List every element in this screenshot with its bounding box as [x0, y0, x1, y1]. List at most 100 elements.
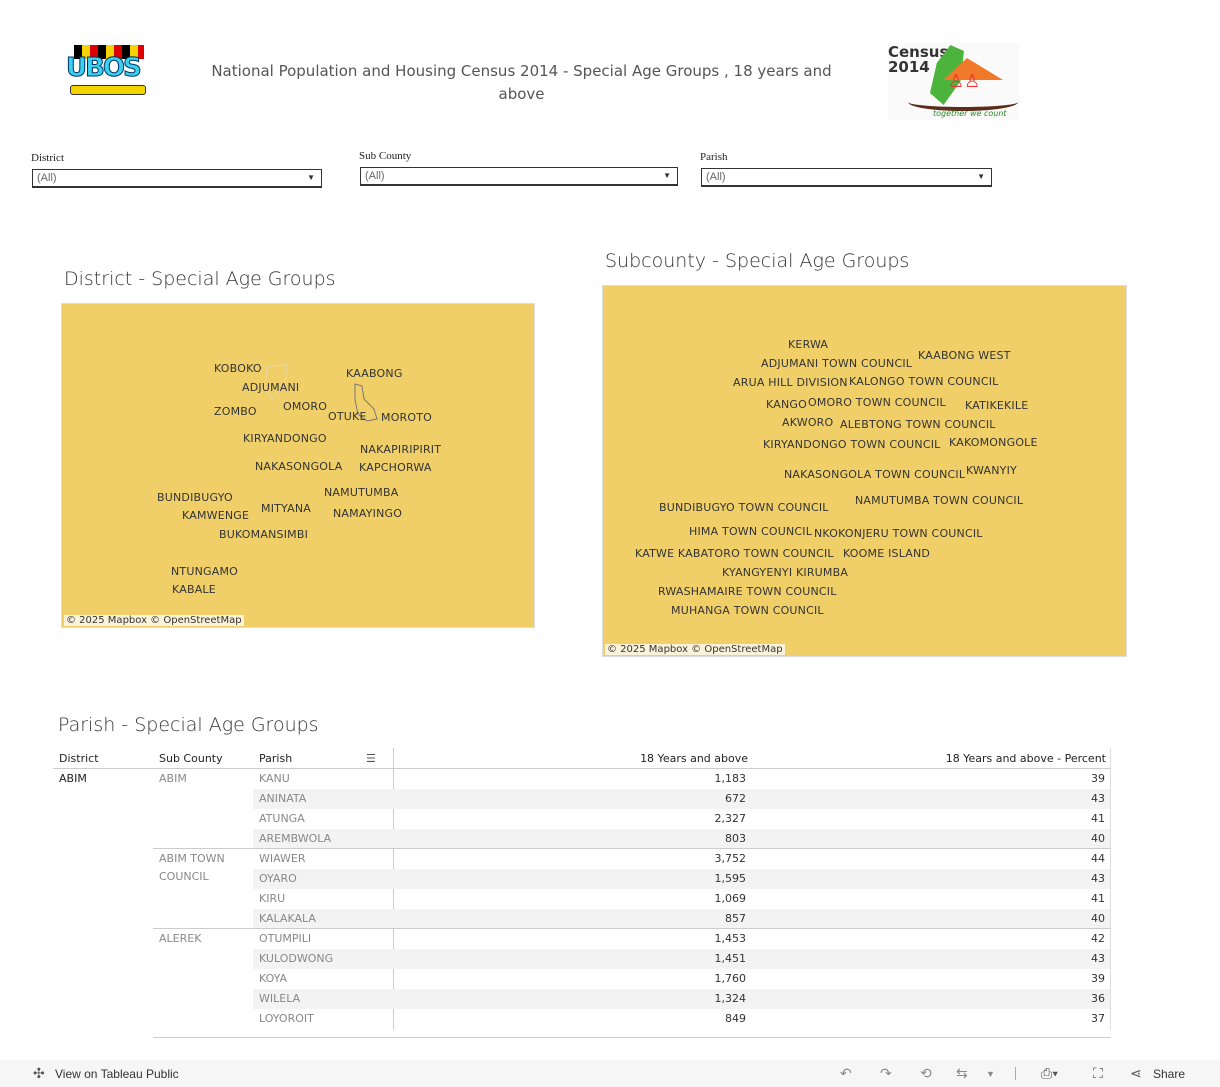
table-row[interactable]: WILELA 1,324 36 — [253, 989, 1110, 1009]
table-row[interactable]: KULODWONG 1,451 43 — [253, 949, 1110, 969]
share-icon[interactable]: ⋖ — [1130, 1065, 1142, 1081]
map-label[interactable]: KATIKEKILE — [965, 399, 1029, 412]
map-label[interactable]: MITYANA — [261, 502, 311, 515]
map-attribution[interactable]: © 2025 Mapbox © OpenStreetMap — [605, 644, 785, 655]
map-label[interactable]: KAABONG — [346, 367, 403, 380]
table-row[interactable]: OYARO 1,595 43 — [253, 869, 1110, 889]
table-row[interactable]: KIRU 1,069 41 — [253, 889, 1110, 909]
percent-cell: 39 — [1091, 972, 1105, 985]
map-label[interactable]: NAMAYINGO — [333, 507, 403, 520]
map-label[interactable]: NAKASONGOLA TOWN COUNCIL — [784, 468, 966, 481]
map-attribution[interactable]: © 2025 Mapbox © OpenStreetMap — [64, 615, 244, 626]
district-filter-value: (All) — [37, 172, 57, 184]
map-label[interactable]: OTUKE — [328, 410, 367, 423]
map-label[interactable]: HIMA TOWN COUNCIL — [689, 525, 813, 538]
table-row[interactable]: OTUMPILI 1,453 42 — [253, 929, 1110, 949]
download-icon[interactable]: ⎙▾ — [1041, 1065, 1059, 1081]
population-cell: 1,595 — [714, 872, 747, 885]
map-label[interactable]: KOOME ISLAND — [843, 547, 931, 560]
map-label[interactable]: OMORO TOWN COUNCIL — [808, 396, 946, 409]
map-label[interactable]: NTUNGAMO — [171, 565, 239, 578]
map-label[interactable]: ADJUMANI — [242, 381, 300, 394]
table-row[interactable]: ATUNGA 2,327 41 — [253, 809, 1110, 829]
map-label[interactable]: KERWA — [788, 338, 829, 351]
map-label[interactable]: AKWORO — [782, 416, 834, 429]
column-header-district[interactable]: District — [59, 752, 99, 765]
district-map[interactable]: KOBOKO ADJUMANI KAABONG ZOMBO OMORO OTUKE MORO… — [61, 303, 535, 628]
column-header-parish[interactable]: Parish — [259, 752, 293, 765]
table-row[interactable]: WIAWER 3,752 44 — [253, 849, 1110, 869]
column-header-18-years-and-above[interactable]: 18 Years and above — [640, 752, 748, 765]
map-label[interactable]: KIRYANDONGO TOWN COUNCIL — [763, 438, 941, 451]
redo-icon[interactable]: ↷ — [880, 1065, 892, 1081]
refresh-icon[interactable]: ⇆ — [956, 1065, 968, 1081]
parish-cell: LOYOROIT — [259, 1012, 314, 1025]
population-cell: 2,327 — [714, 812, 747, 825]
subcounty-cell: ABIM — [159, 772, 187, 785]
map-label[interactable]: BUNDIBUGYO — [157, 491, 233, 504]
undo-icon[interactable]: ↶ — [840, 1065, 852, 1081]
map-label[interactable]: ZOMBO — [214, 405, 257, 418]
population-cell: 1,183 — [714, 772, 747, 785]
parish-cell: AREMBWOLA — [259, 832, 332, 845]
subcounty-filter-dropdown[interactable]: (All) ▼ — [360, 167, 678, 186]
subcounty-map[interactable]: KERWA ADJUMANI TOWN COUNCIL KAABONG WEST AR… — [602, 285, 1127, 657]
map-label[interactable]: KALONGO TOWN COUNCIL — [849, 375, 999, 388]
view-on-tableau-public-link[interactable]: View on Tableau Public — [55, 1067, 179, 1081]
percent-cell: 40 — [1091, 912, 1105, 925]
percent-cell: 43 — [1091, 872, 1105, 885]
map-label[interactable]: KAKOMONGOLE — [949, 436, 1038, 449]
district-filter-dropdown[interactable]: (All) ▼ — [32, 169, 322, 188]
map-label[interactable]: ADJUMANI TOWN COUNCIL — [761, 357, 913, 370]
percent-cell: 40 — [1091, 832, 1105, 845]
percent-cell: 41 — [1091, 892, 1105, 905]
table-row[interactable]: KOYA 1,760 39 — [253, 969, 1110, 989]
dashboard-title: National Population and Housing Census 2… — [211, 62, 832, 103]
map-label[interactable]: KATWE KABATORO TOWN COUNCIL — [635, 547, 834, 560]
group-divider — [153, 928, 1111, 929]
map-label[interactable]: NAKAPIRIPIRIT — [360, 443, 442, 456]
table-row[interactable]: AREMBWOLA 803 40 — [253, 829, 1110, 849]
map-label[interactable]: NAMUTUMBA TOWN COUNCIL — [855, 494, 1024, 507]
map-label[interactable]: NAMUTUMBA — [324, 486, 399, 499]
map-label[interactable]: ALEBTONG TOWN COUNCIL — [840, 418, 996, 431]
fullscreen-icon[interactable]: ⛶ — [1093, 1065, 1103, 1081]
map-label[interactable]: KYANGYENYI KIRUMBA — [722, 566, 849, 579]
parish-cell: ANINATA — [259, 792, 307, 805]
district-map-title: District - Special Age Groups — [64, 268, 336, 290]
map-label[interactable]: KAABONG WEST — [918, 349, 1011, 362]
map-label[interactable]: MOROTO — [381, 411, 433, 424]
revert-icon[interactable]: ⟲ — [920, 1065, 932, 1081]
map-label[interactable]: KOBOKO — [214, 362, 262, 375]
map-label[interactable]: RWASHAMAIRE TOWN COUNCIL — [658, 585, 837, 598]
tableau-toolbar: ✣ View on Tableau Public ↶ ↷ ⟲ ⇆ ▼ ⎙▾ ⛶ … — [0, 1060, 1220, 1087]
map-label[interactable]: KIRYANDONGO — [243, 432, 327, 445]
sort-icon[interactable]: ☰ — [366, 752, 376, 765]
population-cell: 1,324 — [714, 992, 747, 1005]
map-label[interactable]: KWANYIY — [966, 464, 1017, 477]
dropdown-arrow-icon: ▼ — [663, 171, 671, 180]
table-row[interactable]: KANU 1,183 39 — [253, 769, 1110, 789]
map-label[interactable]: KABALE — [172, 583, 216, 596]
table-row[interactable]: LOYOROIT 849 37 — [253, 1009, 1110, 1029]
column-header-percent[interactable]: 18 Years and above - Percent — [945, 752, 1106, 765]
table-row[interactable]: ANINATA 672 43 — [253, 789, 1110, 809]
map-label[interactable]: MUHANGA TOWN COUNCIL — [671, 604, 824, 617]
refresh-dropdown-icon[interactable]: ▼ — [986, 1069, 995, 1079]
share-button[interactable]: Share — [1153, 1067, 1186, 1081]
table-row[interactable]: KALAKALA 857 40 — [253, 909, 1110, 929]
map-label[interactable]: BUNDIBUGYO TOWN COUNCIL — [659, 501, 829, 514]
map-label[interactable]: OMORO — [283, 400, 328, 413]
map-label[interactable]: KANGO — [766, 398, 807, 411]
map-label[interactable]: NKOKONJERU TOWN COUNCIL — [814, 527, 983, 540]
dropdown-arrow-icon: ▼ — [977, 172, 985, 181]
percent-cell: 36 — [1091, 992, 1105, 1005]
map-label[interactable]: ARUA HILL DIVISION — [733, 376, 848, 389]
column-header-sub-county[interactable]: Sub County — [159, 752, 223, 765]
table-right-border — [1110, 748, 1111, 1030]
map-label[interactable]: NAKASONGOLA — [255, 460, 343, 473]
map-label[interactable]: BUKOMANSIMBI — [219, 528, 309, 541]
map-label[interactable]: KAMWENGE — [182, 509, 250, 522]
map-label[interactable]: KAPCHORWA — [359, 461, 432, 474]
parish-filter-dropdown[interactable]: (All) ▼ — [701, 168, 992, 187]
